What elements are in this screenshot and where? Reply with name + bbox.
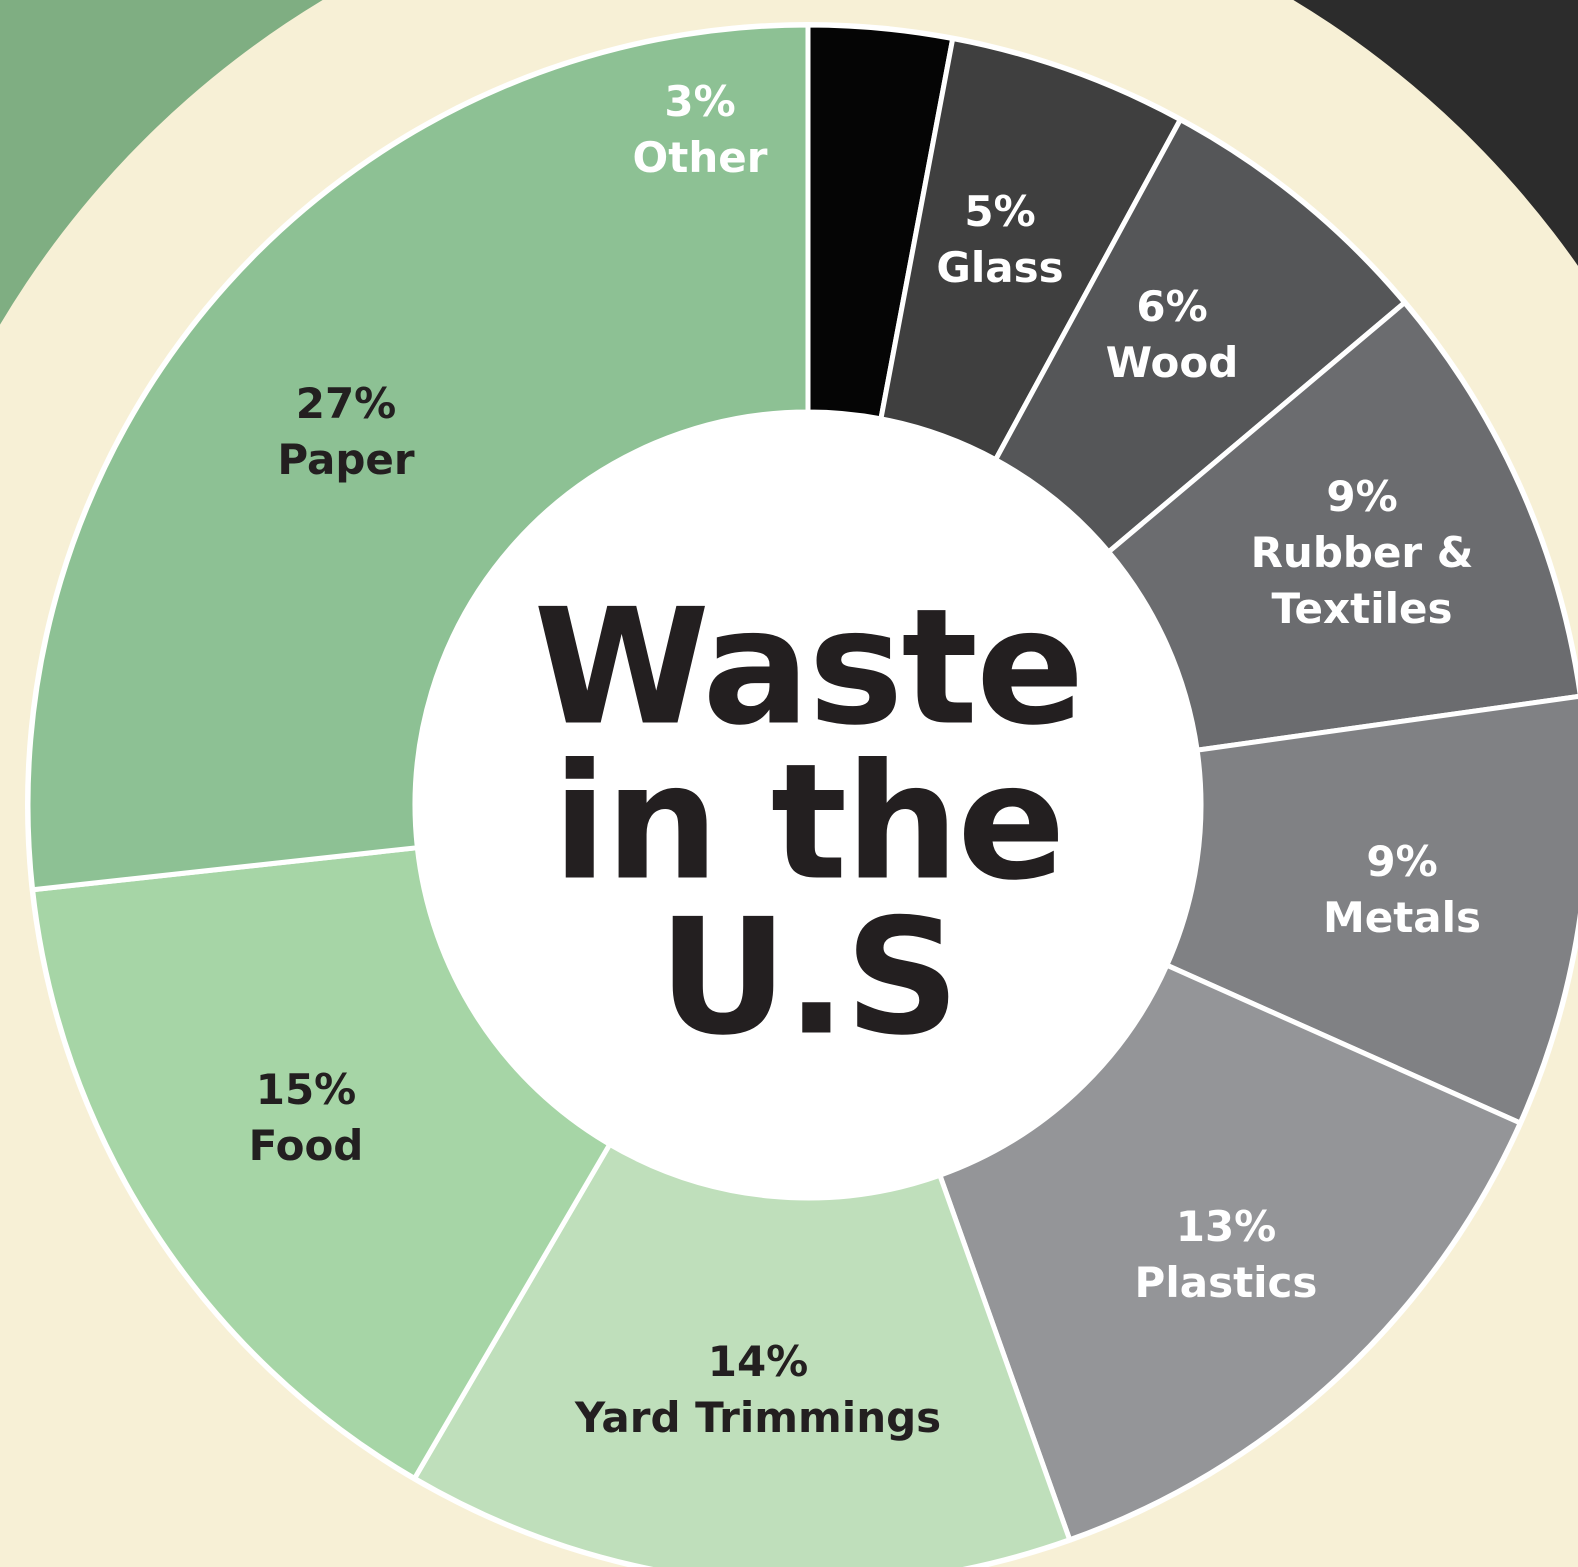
segment-label: 9% Rubber & Textiles xyxy=(1232,469,1492,637)
segment-label: 14% Yard Trimmings xyxy=(548,1334,968,1446)
segment-value-label: 27% xyxy=(295,379,397,428)
segment-label: 5% Glass xyxy=(850,184,1150,296)
segment-category-label: Paper xyxy=(277,435,415,484)
segment-value-label: 13% xyxy=(1175,1202,1277,1251)
segment-value-label: 15% xyxy=(255,1065,357,1114)
segment-label: 27% Paper xyxy=(196,376,496,488)
segment-value-label: 9% xyxy=(1326,472,1398,521)
segment-label: 6% Wood xyxy=(1022,279,1322,391)
segment-label: 3% Other xyxy=(550,74,850,186)
chart-title: Waste in the U.S xyxy=(533,573,1085,1071)
segment-value-label: 5% xyxy=(964,187,1036,236)
donut-hole xyxy=(415,412,1201,1198)
segment-category-label: Metals xyxy=(1322,893,1482,942)
segment-category-label: Yard Trimmings xyxy=(574,1393,942,1442)
segment-label: 9% Metals xyxy=(1252,834,1552,946)
segment-label: 15% Food xyxy=(156,1062,456,1174)
segment-category-label: Food xyxy=(248,1121,364,1170)
segment-label: 13% Plastics xyxy=(1076,1199,1376,1311)
segment-value-label: 9% xyxy=(1366,837,1438,886)
segment-value-label: 3% xyxy=(664,77,736,126)
segment-category-label: Wood xyxy=(1105,338,1239,387)
segment-value-label: 6% xyxy=(1136,282,1208,331)
segment-category-label: Rubber & Textiles xyxy=(1250,528,1489,633)
segment-category-label: Glass xyxy=(936,243,1064,292)
segment-category-label: Plastics xyxy=(1134,1258,1318,1307)
donut-segment xyxy=(936,961,1524,1543)
segment-value-label: 14% xyxy=(707,1337,809,1386)
segment-category-label: Other xyxy=(632,133,768,182)
